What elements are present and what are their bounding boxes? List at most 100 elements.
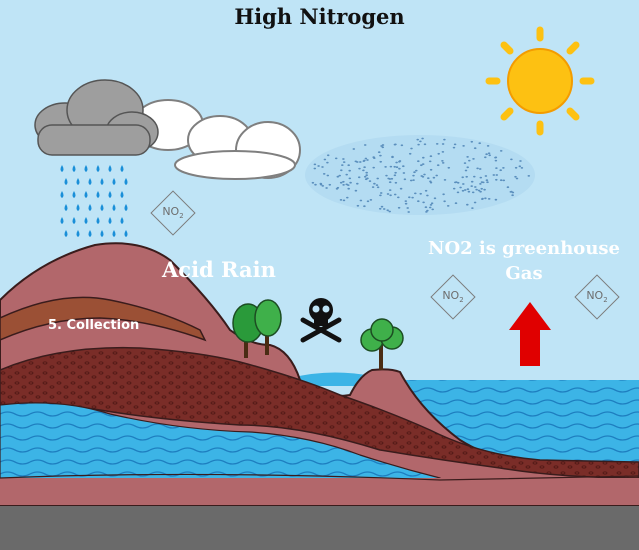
- haze-dot: [510, 190, 513, 193]
- haze-dot: [465, 175, 469, 178]
- raindrop: [124, 178, 128, 185]
- haze-dot: [447, 166, 451, 169]
- haze-dot: [408, 196, 411, 199]
- raindrop: [96, 191, 100, 198]
- haze-dot: [363, 175, 367, 178]
- haze-dot: [426, 194, 429, 197]
- raindrop: [64, 178, 68, 185]
- haze-dot: [494, 159, 498, 162]
- haze-dot: [412, 179, 415, 182]
- haze-dot: [415, 169, 418, 172]
- cloud-icon: [132, 99, 301, 180]
- haze-dot: [484, 197, 487, 200]
- haze-dot: [338, 174, 342, 177]
- haze-dot: [389, 165, 393, 168]
- haze-dot: [453, 143, 457, 146]
- raindrop: [76, 230, 80, 237]
- haze-dot: [414, 192, 417, 195]
- haze-dot: [347, 184, 350, 187]
- haze-dot: [472, 158, 475, 160]
- haze-dot: [341, 164, 344, 167]
- haze-dot: [372, 156, 376, 159]
- haze-dot: [510, 158, 513, 161]
- haze-dot: [459, 186, 462, 189]
- acid-rain-label: Acid Rain: [162, 257, 276, 282]
- raindrop: [124, 204, 128, 211]
- haze-dot: [364, 178, 368, 181]
- no2-subscript: 2: [459, 296, 464, 305]
- haze-dot: [422, 201, 425, 204]
- haze-dot: [354, 160, 358, 163]
- haze-dot: [470, 180, 474, 183]
- haze-dot: [435, 143, 439, 145]
- raindrop: [60, 165, 64, 172]
- haze-dot: [486, 181, 489, 184]
- haze-dot: [395, 166, 399, 169]
- haze-dot: [398, 167, 401, 170]
- raindrop: [76, 178, 80, 185]
- haze-dot: [455, 181, 458, 184]
- haze-dot: [441, 151, 445, 153]
- haze-dot: [485, 179, 489, 182]
- raindrop: [120, 191, 124, 198]
- haze-dot: [433, 197, 437, 200]
- haze-dot: [514, 166, 518, 169]
- raindrop: [112, 204, 116, 211]
- haze-dot: [443, 138, 446, 141]
- haze-dot: [369, 199, 373, 201]
- haze-dot: [358, 167, 361, 170]
- haze-dot: [402, 165, 405, 168]
- haze-dot: [527, 175, 531, 177]
- haze-dot: [407, 211, 411, 213]
- haze-dot: [466, 156, 469, 158]
- haze-dot: [436, 164, 440, 167]
- raindrop: [84, 191, 88, 198]
- haze-dot: [397, 206, 401, 209]
- diagram-title: High Nitrogen: [234, 4, 405, 29]
- haze-dot: [428, 160, 432, 163]
- haze-dot: [461, 176, 465, 179]
- haze-dot: [376, 177, 380, 180]
- haze-dot: [362, 160, 366, 163]
- haze-dot: [322, 173, 326, 175]
- haze-dot: [421, 137, 424, 140]
- haze-dot: [430, 202, 434, 205]
- haze-dot: [326, 161, 329, 164]
- haze-dot: [380, 145, 383, 147]
- raindrop: [60, 217, 64, 224]
- haze-dot: [313, 167, 317, 170]
- raindrop: [88, 178, 92, 185]
- haze-dot: [477, 189, 481, 192]
- haze-dot: [326, 154, 330, 157]
- haze-dot: [410, 147, 413, 150]
- haze-dot: [412, 174, 415, 177]
- haze-dot: [366, 159, 369, 161]
- haze-dot: [429, 204, 433, 206]
- haze-dot: [463, 162, 467, 165]
- haze-dot: [429, 155, 433, 158]
- haze-dot: [379, 194, 382, 197]
- raindrop: [96, 217, 100, 224]
- raindrop: [100, 230, 104, 237]
- haze-dot: [317, 165, 320, 167]
- haze-dot: [421, 175, 425, 178]
- raindrop: [84, 165, 88, 172]
- raindrop: [88, 204, 92, 211]
- raindrop: [120, 217, 124, 224]
- haze-dot: [393, 143, 397, 146]
- haze-dot: [340, 169, 343, 172]
- haze-dot: [342, 180, 345, 183]
- haze-dot: [363, 144, 367, 146]
- greenhouse-gas-label: NO2 is greenhouse Gas: [418, 236, 630, 286]
- tree-icon: [232, 299, 282, 358]
- haze-dot: [443, 179, 447, 181]
- haze-dot: [495, 174, 499, 176]
- haze-dot: [417, 160, 420, 163]
- haze-dot: [486, 145, 490, 147]
- raindrop: [108, 191, 112, 198]
- haze-dot: [372, 166, 376, 169]
- haze-dot: [474, 186, 477, 188]
- haze-dot: [421, 163, 425, 166]
- haze-dot: [435, 174, 439, 177]
- up-arrow-icon: [509, 302, 551, 366]
